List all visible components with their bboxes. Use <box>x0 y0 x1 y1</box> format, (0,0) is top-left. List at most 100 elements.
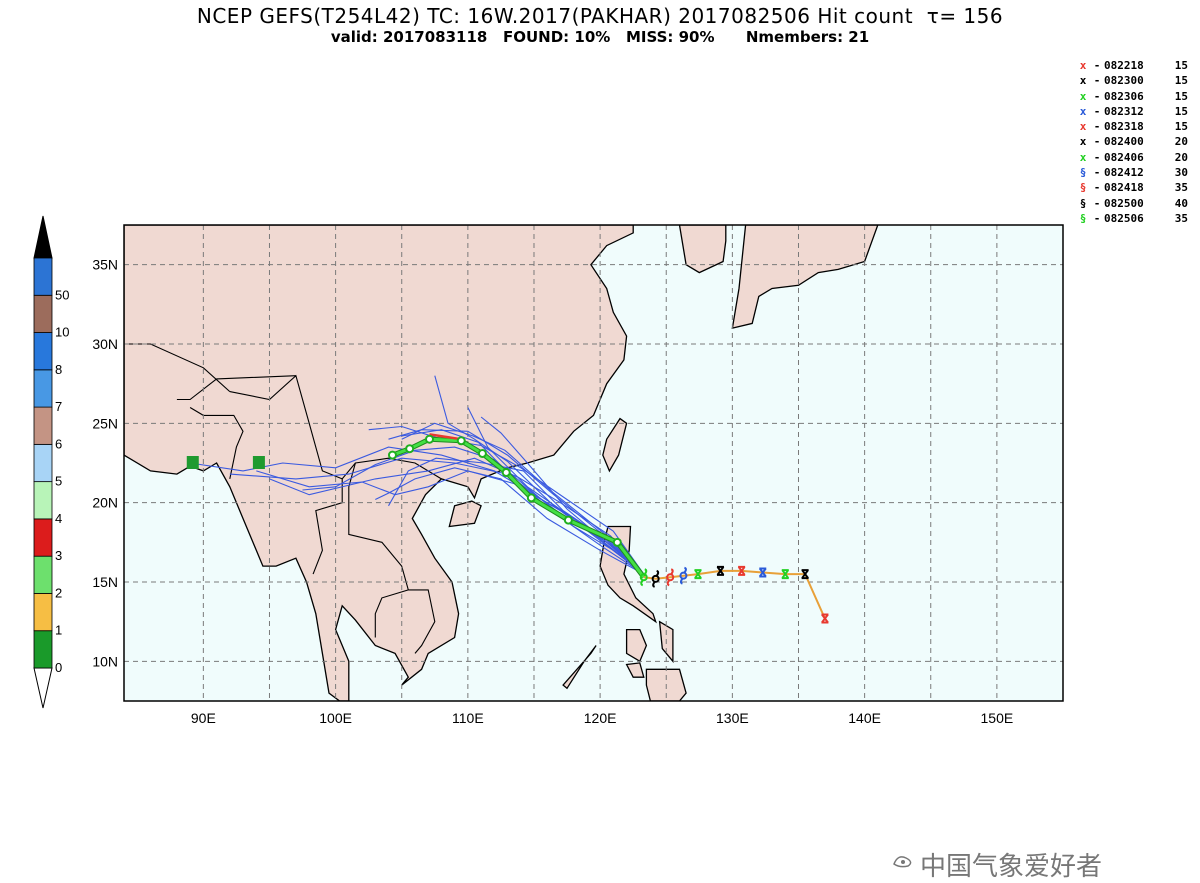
legend-row: § -082500 40 <box>1076 196 1200 211</box>
legend-row: x -082306 15 <box>1076 89 1200 104</box>
lat-tick-label: 10N <box>92 653 118 669</box>
lon-tick-label: 130E <box>716 710 749 726</box>
track-marker-typhoon <box>639 573 648 582</box>
map-frame <box>123 224 1064 702</box>
legend-time: 082400 <box>1104 135 1144 149</box>
watermark: 中国气象爱好者 <box>920 852 1103 882</box>
legend-row: x -082218 15 <box>1076 58 1200 73</box>
legend-value: 40 <box>1174 196 1188 210</box>
legend-value: 35 <box>1174 181 1188 195</box>
colorbar-swatch <box>33 332 53 371</box>
colorbar-label: 10 <box>55 325 69 340</box>
member-end-marker <box>252 456 265 469</box>
colorbar-swatch <box>33 406 53 445</box>
member-track <box>434 375 645 575</box>
legend-row: x -082406 20 <box>1076 150 1200 165</box>
border-5 <box>189 407 244 480</box>
legend-symbol: x <box>1079 104 1087 118</box>
colorbar-top-arrow <box>33 215 53 259</box>
legend-time: 082406 <box>1104 150 1144 164</box>
colorbar-swatch <box>33 593 53 632</box>
legend-value: 35 <box>1174 211 1188 225</box>
legend-symbol: x <box>1079 59 1087 72</box>
track-marker-typhoon-tail <box>666 568 674 587</box>
legend-time: 082306 <box>1104 89 1144 103</box>
legend-dash: - <box>1093 104 1101 118</box>
legend-time: 082412 <box>1104 166 1144 180</box>
legend-row: § -082506 35 <box>1076 211 1200 226</box>
legend-symbol: § <box>1079 196 1087 210</box>
colorbar-swatch <box>33 518 53 557</box>
legend-value: 30 <box>1174 166 1188 180</box>
border-2 <box>312 478 343 575</box>
legend-dash: - <box>1093 120 1101 134</box>
border-3 <box>348 462 409 638</box>
land-1 <box>448 500 482 528</box>
colorbar-bottom-arrow <box>33 667 53 709</box>
legend-time: 082300 <box>1104 74 1144 88</box>
mean-track <box>387 433 646 579</box>
legend-symbol: x <box>1079 120 1087 134</box>
colorbar-label: 7 <box>55 399 62 414</box>
track-marker-typhoon-tail <box>640 568 648 587</box>
weibo-icon <box>893 856 912 868</box>
colorbar-label: 5 <box>55 474 62 489</box>
legend-dash: - <box>1093 181 1101 195</box>
mean-track-point <box>477 448 487 458</box>
legend-value: 20 <box>1174 150 1188 164</box>
track-marker-x <box>716 565 725 576</box>
colorbar-label: 3 <box>55 548 62 563</box>
member-track <box>368 425 645 575</box>
colorbar-swatch <box>33 294 53 333</box>
legend-value: 15 <box>1174 74 1188 88</box>
colorbar-swatch <box>33 555 53 594</box>
lat-tick-label: 15N <box>92 574 118 590</box>
legend-dash: - <box>1093 166 1101 180</box>
legend-symbol: § <box>1079 181 1087 195</box>
lon-tick-label: 150E <box>981 710 1014 726</box>
colorbar-swatch <box>33 630 53 669</box>
lat-tick-label: 20N <box>92 495 118 511</box>
colorbar-label: 0 <box>55 660 62 675</box>
mean-track-point <box>425 434 435 444</box>
lon-tick-label: 100E <box>319 710 352 726</box>
colorbar-label: 6 <box>55 436 62 451</box>
colorbar: 0 1 2 3 4 5 6 7 8 10 50 <box>33 215 69 709</box>
member-end-marker <box>186 456 199 469</box>
legend-row: x -082300 15 <box>1076 73 1200 88</box>
mean-track-point <box>456 436 466 446</box>
legend-row: x -082312 15 <box>1076 104 1200 119</box>
legend-value: 20 <box>1174 135 1188 149</box>
track-marker-typhoon <box>679 571 688 580</box>
legend-dash: - <box>1093 59 1101 72</box>
legend-time: 082500 <box>1104 196 1144 210</box>
colorbar-label: 50 <box>55 287 69 302</box>
track-marker-typhoon <box>651 574 660 583</box>
legend-dash: - <box>1093 89 1101 103</box>
chart-subtitle: valid: 2017083118 FOUND: 10% MISS: 90% N… <box>330 28 870 46</box>
legend-value: 15 <box>1174 89 1188 103</box>
legend-time: 082506 <box>1104 211 1144 225</box>
legend-value: 15 <box>1174 120 1188 134</box>
legend-row: § -082418 35 <box>1076 180 1200 195</box>
legend-symbol: § <box>1079 211 1087 225</box>
legend-value: 15 <box>1174 104 1188 118</box>
colorbar-swatch <box>33 257 53 296</box>
lat-tick-label: 30N <box>92 336 118 352</box>
lat-tick-label: 25N <box>92 415 118 431</box>
legend-time: 082418 <box>1104 181 1144 195</box>
legend-value: 15 <box>1174 59 1188 72</box>
legend-time: 082312 <box>1104 104 1144 118</box>
mean-track-point <box>501 468 511 478</box>
mean-track-point <box>405 444 415 454</box>
member-track <box>480 416 645 575</box>
land-6 <box>625 628 648 663</box>
track-marker-typhoon-tail <box>679 566 687 585</box>
legend-dash: - <box>1093 74 1101 88</box>
member-track <box>375 467 645 575</box>
track-marker-typhoon <box>666 573 675 582</box>
mean-track-line <box>391 437 645 579</box>
colorbar-swatch <box>33 443 53 483</box>
axis-tick-labels: 90E 100E 110E 120E 130E 140E 150E 10N 15N 20N 25N 3… <box>92 257 1013 726</box>
